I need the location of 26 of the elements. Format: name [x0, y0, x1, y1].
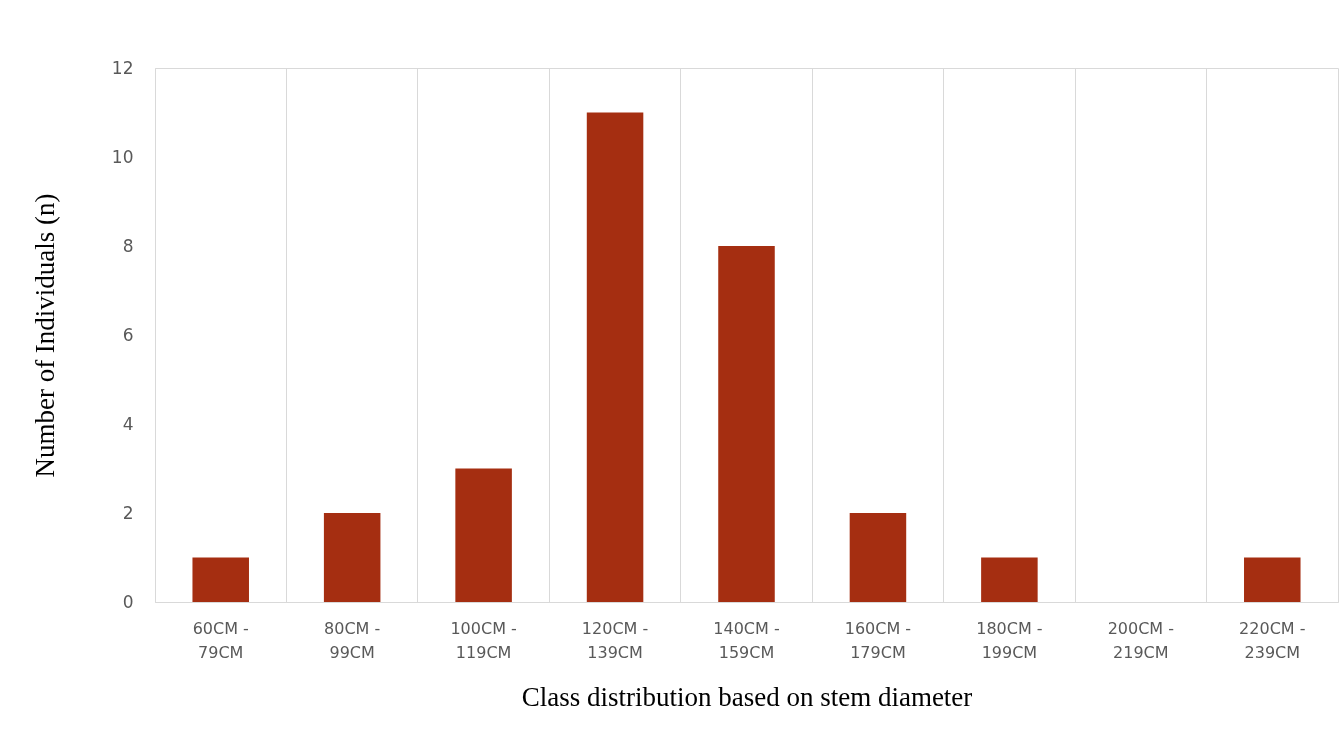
bar — [192, 557, 249, 602]
x-tick-label: 160CM - 179CM — [844, 618, 912, 662]
x-tick-label: 120CM - 139CM — [581, 618, 649, 662]
x-tick-label: 60CM - 79CM — [192, 618, 249, 662]
bar — [981, 557, 1038, 602]
y-tick-label: 6 — [122, 324, 134, 345]
x-tick-label: 220CM - 239CM — [1239, 618, 1306, 662]
y-axis-title: Number of Individuals (n) — [29, 193, 60, 478]
bar — [1244, 557, 1301, 602]
y-tick-label: 10 — [111, 146, 134, 167]
x-axis-title: Class distribution based on stem diameter — [521, 681, 973, 712]
x-tick-label: 80CM - 99CM — [324, 618, 381, 662]
y-tick-label: 4 — [122, 413, 134, 434]
bar — [849, 513, 907, 602]
y-tick-label: 0 — [122, 591, 134, 612]
bar — [455, 468, 512, 602]
y-tick-label: 8 — [122, 235, 134, 256]
x-tick-label: 140CM - 159CM — [713, 618, 780, 662]
bar — [586, 112, 644, 602]
x-tick-label: 200CM - 219CM — [1107, 618, 1175, 662]
y-tick-label: 2 — [122, 502, 134, 523]
bar — [718, 246, 775, 602]
x-tick-label: 100CM - 119CM — [450, 618, 517, 662]
x-tick-label: 180CM - 199CM — [976, 618, 1043, 662]
y-tick-label: 12 — [111, 57, 134, 78]
bar — [323, 513, 381, 602]
